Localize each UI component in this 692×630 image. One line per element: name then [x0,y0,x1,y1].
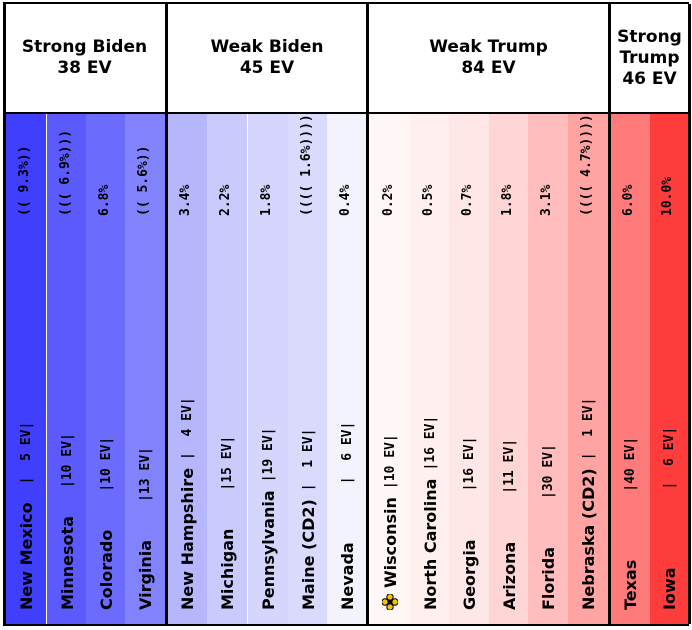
margin-value: (((( 4.7%)))) [579,114,594,216]
state-column: New Hampshire | 4 EV| 3.4% [167,114,207,624]
horizontal-rule [3,2,689,4]
electoral-votes: |40 EV| [622,436,638,492]
state-column: North Carolina |16 EV| 0.5% [410,114,450,624]
state-name: Arizona [499,541,519,610]
state-name: Pennsylvania [258,490,278,610]
electoral-votes: |16 EV| [461,436,477,492]
group-title-line: Trump [619,47,680,68]
state-name: Michigan [217,528,237,610]
margin-value: 3.4% [178,184,193,216]
state-column: Nevada | 6 EV| 0.4% [327,114,367,624]
electoral-votes: | 6 EV| [339,421,355,485]
group-title-line: 84 EV [461,58,516,78]
margin-value: 0.4% [338,184,353,216]
state-column: Nebraska (CD2) | 1 EV| (((( 4.7%)))) [568,114,608,624]
state-name: New Hampshire [177,467,197,610]
margin-value: 10.0% [660,176,675,216]
margin-value: (((( 1.6%)))) [299,114,314,216]
state-name: Wisconsin [380,497,400,588]
state-column: Arizona |11 EV| 1.8% [489,114,529,624]
state-column: Minnesota |10 EV| ((( 6.9%))) [47,114,87,624]
state-column: Wisconsin |10 EV| 0.2% [370,114,410,624]
margin-value: (( 9.3%)) [17,145,32,216]
margin-value: 1.8% [500,184,515,216]
group-header: Weak Biden 45 EV [168,4,366,112]
state-name: Florida [538,546,558,610]
state-name: Virginia [135,539,155,610]
state-column: Texas |40 EV| 6.0% [610,114,650,624]
state-column: Iowa | 6 EV| 10.0% [650,114,688,624]
group-title-line: Strong Biden [21,37,148,57]
group-separator [608,4,611,624]
margin-value: 6.8% [97,184,112,216]
electoral-votes: | 1 EV| [580,397,596,461]
state-name: Texas [620,559,640,610]
horizontal-rule [3,112,689,114]
state-column: Colorado |10 EV| 6.8% [86,114,126,624]
group-header: Strong Biden 38 EV [4,4,165,112]
group-title-line: Weak Biden [210,37,324,57]
group-title-line: 38 EV [57,58,112,78]
group-title-line: 45 EV [239,58,295,78]
margin-value: (( 5.6%)) [136,145,151,216]
horizontal-rule [3,624,689,626]
state-name: Colorado [96,529,116,610]
electoral-votes: | 1 EV| [300,428,316,492]
state-name: New Mexico [16,502,36,610]
state-name: North Carolina [420,478,440,610]
group-separator [165,4,168,624]
electoral-votes: | 6 EV| [661,426,677,490]
margin-value: 0.5% [421,184,436,216]
state-column: Virginia |13 EV| (( 5.6%)) [125,114,165,624]
group-title-line: 46 EV [622,68,677,89]
state-column: New Mexico | 5 EV| (( 9.3%)) [6,114,46,624]
state-column: Georgia |16 EV| 0.7% [449,114,489,624]
margin-value: ((( 6.9%))) [58,129,73,216]
state-name: Iowa [659,567,679,610]
group-separator [366,4,369,624]
state-name: Georgia [459,539,479,610]
state-name: Minnesota [57,516,77,610]
state-name: Maine (CD2) [298,499,318,610]
margin-value: 3.1% [539,184,554,216]
group-title-line: Strong [617,26,682,47]
state-column: Florida |30 EV| 3.1% [528,114,568,624]
electoral-votes: |11 EV| [501,438,517,494]
margin-value: 0.7% [460,184,475,216]
electoral-votes: | 5 EV| [18,421,34,485]
margin-value: 0.2% [381,184,396,216]
electoral-votes: |13 EV| [137,447,153,502]
electoral-votes: |10 EV| [382,434,398,490]
electoral-votes: |16 EV| [422,415,438,471]
group-separator [688,4,691,624]
state-column: Pennsylvania |19 EV| 1.8% [248,114,288,624]
margin-value: 1.8% [259,184,274,216]
electoral-votes: |19 EV| [260,427,276,483]
state-name: Nevada [337,542,357,610]
electoral-votes: |10 EV| [98,436,114,492]
group-header: Strong Trump 46 EV [611,4,688,112]
state-column: Michigan |15 EV| 2.2% [207,114,247,624]
group-header: Weak Trump 84 EV [369,4,608,112]
state-name: Nebraska (CD2) [578,468,598,610]
electoral-votes: |30 EV| [540,444,556,499]
electoral-votes: |10 EV| [59,433,75,488]
electoral-votes: | 4 EV| [179,397,195,460]
tipping-point-icon [382,594,398,610]
margin-value: 6.0% [621,184,636,216]
state-column: Maine (CD2) | 1 EV| (((( 1.6%)))) [288,114,328,624]
group-title-line: Weak Trump [429,37,548,57]
electoral-votes: |15 EV| [219,435,235,491]
group-separator [3,4,6,624]
margin-value: 2.2% [218,184,233,216]
